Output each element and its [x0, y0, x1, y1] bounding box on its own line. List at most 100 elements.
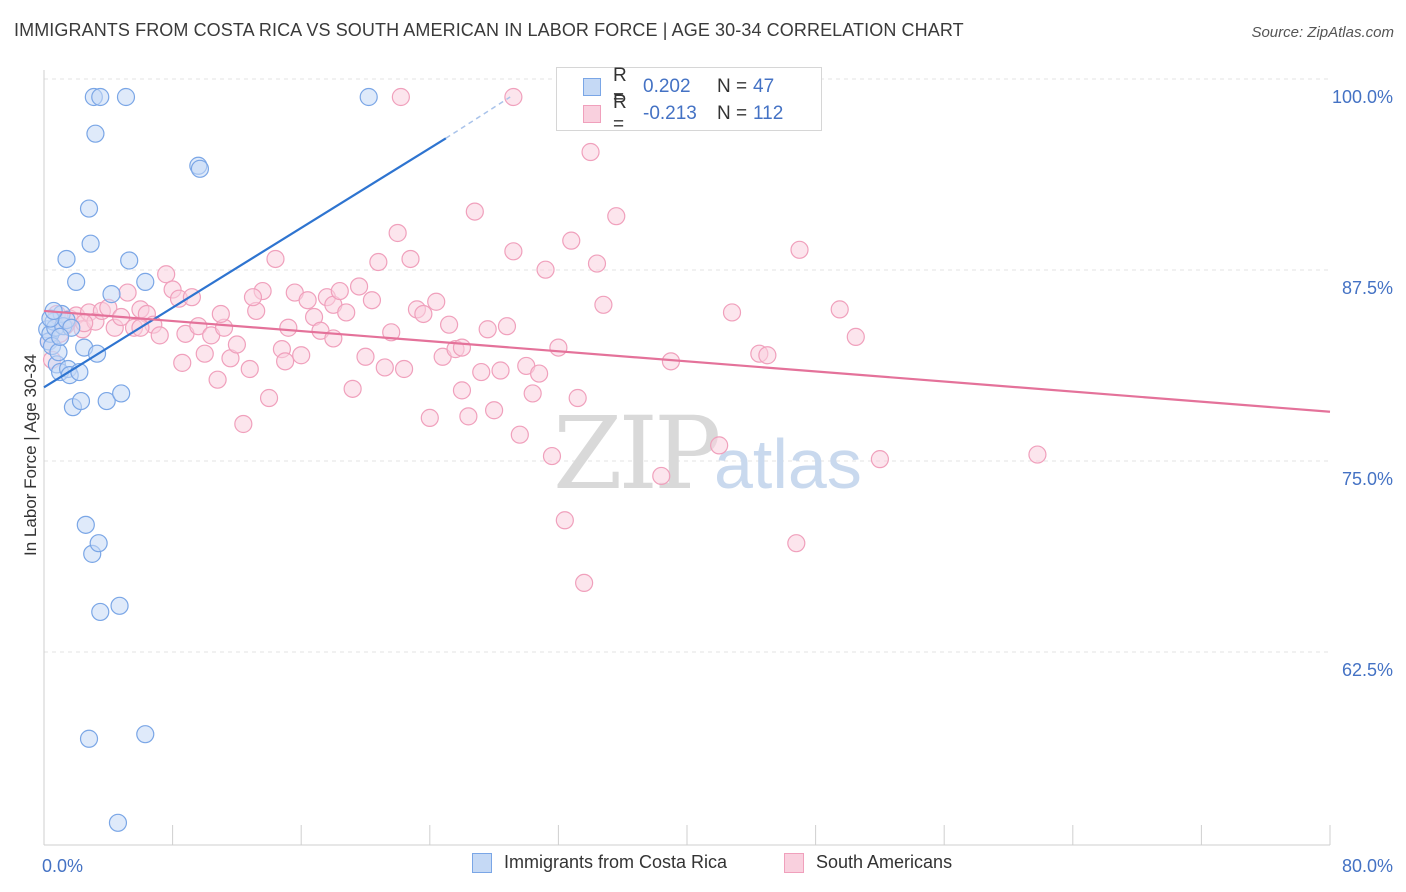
- chart-title: IMMIGRANTS FROM COSTA RICA VS SOUTH AMER…: [14, 20, 964, 40]
- data-point-south-americans: [259, 388, 279, 408]
- data-point-costa-rica: [79, 729, 99, 748]
- data-point-south-americans: [157, 265, 176, 284]
- data-point-south-americans: [504, 242, 523, 261]
- r-label: R =: [613, 65, 627, 108]
- data-point-south-americans: [652, 466, 671, 486]
- data-point-costa-rica: [76, 515, 95, 534]
- data-point-south-americans: [276, 352, 295, 371]
- data-point-south-americans: [478, 320, 497, 339]
- y-tick-label: 75.0%: [1342, 469, 1393, 489]
- y-tick-labels: 62.5% 75.0% 87.5% 100.0%: [1332, 87, 1393, 680]
- r-label: R =: [613, 92, 627, 135]
- source-credit: Source: ZipAtlas.com: [1251, 24, 1394, 41]
- legend-swatch-blue: [472, 852, 492, 873]
- data-point-south-americans: [523, 384, 542, 403]
- legend-item-costa-rica: Immigrants from Costa Rica: [472, 852, 727, 873]
- x-tick-labels: 0.0% 80.0%: [42, 856, 1393, 876]
- trend-line-costa-rica: [43, 137, 447, 389]
- data-point-south-americans: [830, 300, 849, 319]
- data-point-costa-rica: [112, 384, 131, 403]
- n-label: N =: [717, 76, 748, 97]
- n-label: N =: [717, 103, 748, 124]
- data-point-costa-rica: [190, 159, 210, 178]
- data-point-south-americans: [510, 425, 529, 444]
- data-point-south-americans: [542, 446, 562, 466]
- y-axis-label: In Labor Force | Age 30-34: [21, 354, 40, 556]
- data-point-south-americans: [243, 288, 263, 307]
- data-point-south-americans: [150, 326, 169, 345]
- data-point-south-americans: [266, 249, 285, 269]
- data-point-costa-rica: [110, 596, 129, 615]
- data-point-south-americans: [195, 344, 214, 363]
- data-point-south-americans: [452, 381, 472, 400]
- legend-row-costa-rica: R = 0.202 N = 47: [583, 65, 775, 108]
- data-point-south-americans: [485, 401, 504, 420]
- data-point-south-americans: [330, 281, 349, 301]
- data-point-south-americans: [465, 202, 484, 221]
- n-value: 112: [753, 103, 784, 124]
- data-point-south-americans: [594, 295, 613, 314]
- data-point-south-americans: [420, 408, 439, 427]
- data-point-costa-rica: [116, 87, 136, 107]
- grid-lines: [44, 78, 1330, 653]
- data-point-south-americans: [587, 254, 607, 273]
- data-point-south-americans: [279, 318, 298, 337]
- data-point-costa-rica: [136, 725, 155, 744]
- data-point-south-americans: [472, 362, 491, 382]
- data-point-south-americans: [343, 379, 362, 398]
- data-point-south-americans: [870, 450, 890, 469]
- data-point-south-americans: [846, 327, 865, 346]
- data-point-south-americans: [575, 573, 594, 593]
- data-point-south-americans: [388, 223, 407, 243]
- data-point-costa-rica: [102, 285, 121, 304]
- data-point-south-americans: [459, 407, 478, 426]
- data-point-south-americans: [439, 315, 459, 334]
- trend-line-south-americans: [43, 309, 1331, 413]
- data-point-costa-rica: [120, 251, 139, 270]
- watermark-atlas: atlas: [714, 425, 862, 503]
- data-point-costa-rica: [91, 602, 110, 622]
- watermark: ZIP atlas: [553, 395, 862, 512]
- series-south-americans: [39, 87, 1047, 593]
- data-point-south-americans: [562, 231, 581, 250]
- data-point-costa-rica: [89, 534, 108, 553]
- data-point-costa-rica: [91, 87, 110, 107]
- data-point-costa-rica: [81, 234, 100, 253]
- y-tick-label: 87.5%: [1342, 278, 1393, 298]
- legend-row-south-americans: R = -0.213 N = 112: [583, 92, 784, 135]
- data-point-south-americans: [173, 353, 192, 372]
- data-point-south-americans: [504, 87, 523, 107]
- x-tick-label: 80.0%: [1342, 856, 1393, 876]
- r-value: 0.202: [643, 76, 691, 97]
- data-point-costa-rica: [136, 272, 155, 291]
- data-point-south-americans: [394, 359, 414, 379]
- data-point-south-americans: [292, 346, 311, 365]
- trend-line-costa-rica-extension: [445, 96, 511, 139]
- data-point-costa-rica: [97, 391, 116, 411]
- y-tick-label: 62.5%: [1342, 660, 1393, 680]
- data-point-south-americans: [549, 338, 568, 357]
- data-point-south-americans: [568, 388, 587, 408]
- n-value: 47: [753, 76, 775, 97]
- r-value: -0.213: [643, 103, 697, 124]
- data-point-south-americans: [427, 292, 446, 311]
- data-point-south-americans: [414, 304, 433, 324]
- data-point-costa-rica: [86, 124, 105, 143]
- axes: [43, 70, 1331, 846]
- data-point-south-americans: [240, 359, 259, 379]
- legend-swatch-pink: [784, 852, 804, 873]
- data-point-south-americans: [356, 347, 375, 366]
- data-point-costa-rica: [49, 343, 68, 362]
- trend-lines: [43, 96, 1331, 413]
- data-point-south-americans: [790, 240, 809, 259]
- y-tick-label: 100.0%: [1332, 87, 1393, 107]
- series-costa-rica: [38, 87, 378, 832]
- x-tick-label: 0.0%: [42, 856, 83, 876]
- data-point-south-americans: [581, 142, 600, 162]
- data-point-south-americans: [337, 303, 356, 322]
- data-point-costa-rica: [57, 249, 76, 269]
- data-point-south-americans: [349, 277, 369, 296]
- data-point-south-americans: [227, 335, 246, 354]
- data-point-south-americans: [497, 317, 517, 336]
